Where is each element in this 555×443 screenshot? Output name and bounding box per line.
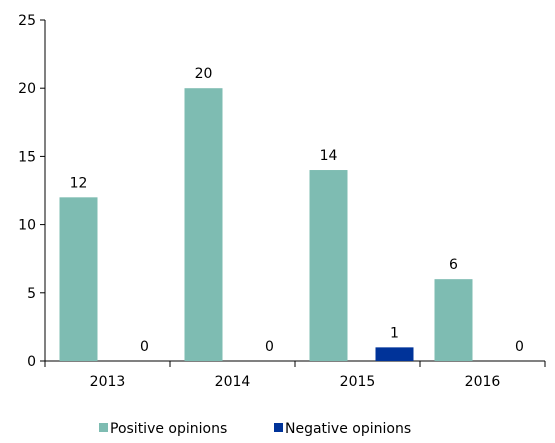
x-tick-label: 2015 [340, 374, 376, 390]
bar [59, 197, 98, 361]
bar [375, 347, 414, 361]
legend-label: Negative opinions [285, 421, 411, 437]
bar [434, 279, 473, 361]
y-tick-label: 15 [18, 149, 36, 165]
y-tick-label: 5 [27, 286, 36, 302]
y-tick-label: 0 [27, 354, 36, 370]
bar [184, 88, 223, 361]
data-label: 1 [390, 325, 399, 341]
data-label: 6 [449, 257, 458, 273]
y-tick-label: 10 [18, 218, 36, 234]
x-tick-label: 2016 [465, 374, 501, 390]
x-axis: 2013 2014 2015 2016 [44, 360, 546, 390]
x-tick-label: 2013 [90, 374, 126, 390]
data-label: 20 [195, 66, 213, 82]
x-tick-label: 2014 [215, 374, 251, 390]
data-label: 0 [140, 339, 149, 355]
data-label: 0 [515, 339, 524, 355]
y-axis: 0 5 10 15 20 25 [18, 13, 46, 370]
legend-swatch [274, 423, 283, 432]
data-label: 0 [265, 339, 274, 355]
y-tick-label: 20 [18, 81, 36, 97]
legend-label: Positive opinions [110, 421, 227, 437]
data-label: 12 [70, 175, 88, 191]
data-label: 14 [320, 148, 338, 164]
legend-swatch [99, 423, 108, 432]
bars [59, 88, 473, 361]
y-tick-label: 25 [18, 13, 36, 29]
data-labels: 12 20 14 6 0 0 1 0 [70, 66, 524, 355]
legend: Positive opinions Negative opinions [99, 421, 411, 437]
bar [309, 170, 348, 361]
